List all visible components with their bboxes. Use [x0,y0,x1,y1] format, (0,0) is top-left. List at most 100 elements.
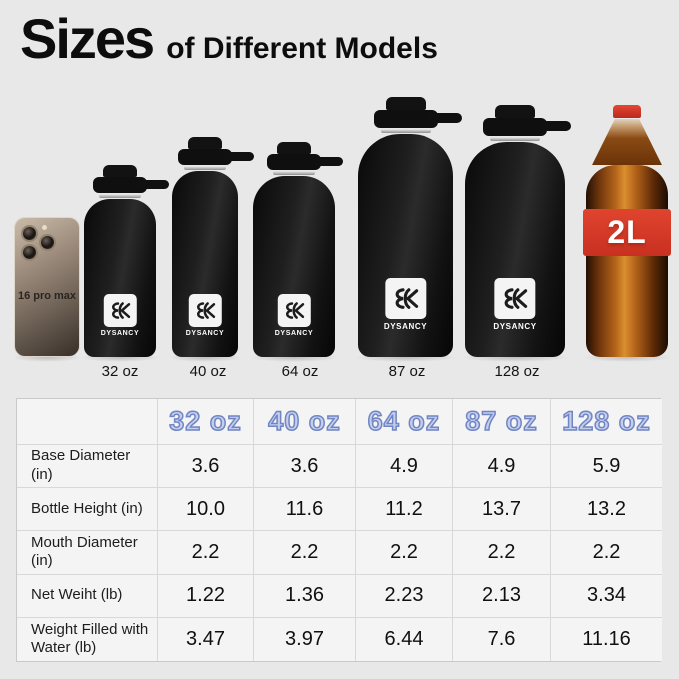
table-cell: 11.6 [254,488,356,532]
size-comparison-scene: 16 pro max DYSANCY [0,88,679,400]
table-row-label: Weight Filled with Water (lb) [17,617,158,661]
table-cell: 6.44 [356,617,453,661]
table-row-label: Net Weiht (lb) [17,574,158,618]
bottle-40oz: DYSANCY [172,137,254,357]
bottle-body: DYSANCY [253,176,335,357]
size-caption-64oz: 64 oz [281,363,319,380]
bottle-handle [427,113,462,123]
camera-flash-icon [42,225,47,230]
bottle-handle [537,121,571,131]
bottle-128oz: DYSANCY [465,105,571,357]
spec-comparison-table: 32 oz 40 oz 64 oz 87 oz 128 oz Base Diam… [16,398,662,662]
table-cell: 2.23 [356,574,453,618]
table-cell: 2.2 [356,531,453,575]
bottle-handle [313,157,343,166]
bottle-cap-lid [178,149,254,165]
table-header-cell: 40 oz [254,399,356,445]
table-cell: 4.9 [356,445,453,489]
table-cell: 2.2 [453,531,551,575]
phone-label: 16 pro max [17,290,77,302]
title-subtitle: of Different Models [166,32,438,65]
bottle-neck-ring [99,194,141,198]
dysancy-logo-icon [384,278,426,319]
brand-badge-text: DYSANCY [383,322,428,331]
bottle-handle [224,152,254,161]
size-caption-40oz: 40 oz [189,363,227,380]
table-header-cell: 64 oz [356,399,453,445]
bottle-neck-ring [273,171,315,175]
bottle-cap-lid [373,110,462,128]
table-cell: 5.9 [551,445,662,489]
dysancy-logo-icon [277,294,311,327]
bottle-cap-lid [267,154,343,170]
size-caption-87oz: 87 oz [388,363,426,380]
brand-badge-text: DYSANCY [493,322,537,331]
table-cell: 3.6 [254,445,356,489]
bottle-cap-knob [385,97,426,110]
cola-volume-label: 2L [607,214,647,250]
bottle-body: DYSANCY [172,171,238,357]
bottle-cap-knob [103,165,137,177]
bottle-neck-ring [184,166,226,170]
brand-badge: DYSANCY [493,278,536,331]
ground-shadow [12,353,82,362]
cola-2l-bottle: 2L [583,105,671,357]
brand-badge: DYSANCY [384,278,427,331]
ground-shadow [168,353,242,362]
table-corner-cell [17,399,158,445]
bottle-body: DYSANCY [84,199,156,357]
bottle-64oz: DYSANCY [253,142,343,357]
ground-shadow [582,353,672,362]
table-cell: 2.2 [254,531,356,575]
table-row-label: Mouth Diameter (in) [17,531,158,575]
table-cell: 7.6 [453,617,551,661]
table-header-cell: 128 oz [551,399,662,445]
bottle-neck-ring [490,137,540,141]
table-cell: 3.6 [158,445,254,489]
table-cell: 11.2 [356,488,453,532]
title-main: Sizes [20,7,155,70]
table-cell: 13.2 [551,488,662,532]
cola-label-band: 2L [583,209,671,256]
table-cell: 3.34 [551,574,662,618]
dysancy-logo-icon [188,294,222,327]
bottle-body: DYSANCY [358,134,453,357]
table-header-cell: 32 oz [158,399,254,445]
size-caption-32oz: 32 oz [101,363,139,380]
bottle-neck-ring [380,129,431,133]
bottle-87oz: DYSANCY [358,97,462,357]
bottle-handle [139,180,169,189]
table-cell: 10.0 [158,488,254,532]
table-cell: 2.2 [551,531,662,575]
cola-cap [613,105,641,118]
bottle-cap-knob [188,137,222,149]
table-cell: 1.36 [254,574,356,618]
table-row-label: Base Diameter (in) [17,445,158,489]
camera-lens-icon [39,234,56,251]
ground-shadow [80,353,160,362]
brand-badge-text: DYSANCY [100,330,140,337]
brand-badge: DYSANCY [275,294,313,337]
page-title: Sizes of Different Models [20,6,438,71]
table-cell: 3.47 [158,617,254,661]
bottle-cap-knob [495,105,535,118]
ground-shadow [461,353,569,362]
camera-lens-icon [21,244,38,261]
ground-shadow [354,353,457,362]
cola-neck [592,119,662,165]
table-cell: 2.13 [453,574,551,618]
bottle-32oz: DYSANCY [84,165,169,357]
table-cell: 4.9 [453,445,551,489]
bottle-cap-lid [93,177,169,193]
ground-shadow [249,353,339,362]
size-caption-128oz: 128 oz [494,363,540,380]
phone-16-pro-max: 16 pro max [14,217,80,357]
table-cell: 11.16 [551,617,662,661]
table-cell: 13.7 [453,488,551,532]
bottle-body: DYSANCY [465,142,565,357]
brand-badge-text: DYSANCY [185,330,225,337]
table-cell: 3.97 [254,617,356,661]
table-header-cell: 87 oz [453,399,551,445]
brand-badge-text: DYSANCY [274,330,314,337]
dysancy-logo-icon [103,294,137,327]
